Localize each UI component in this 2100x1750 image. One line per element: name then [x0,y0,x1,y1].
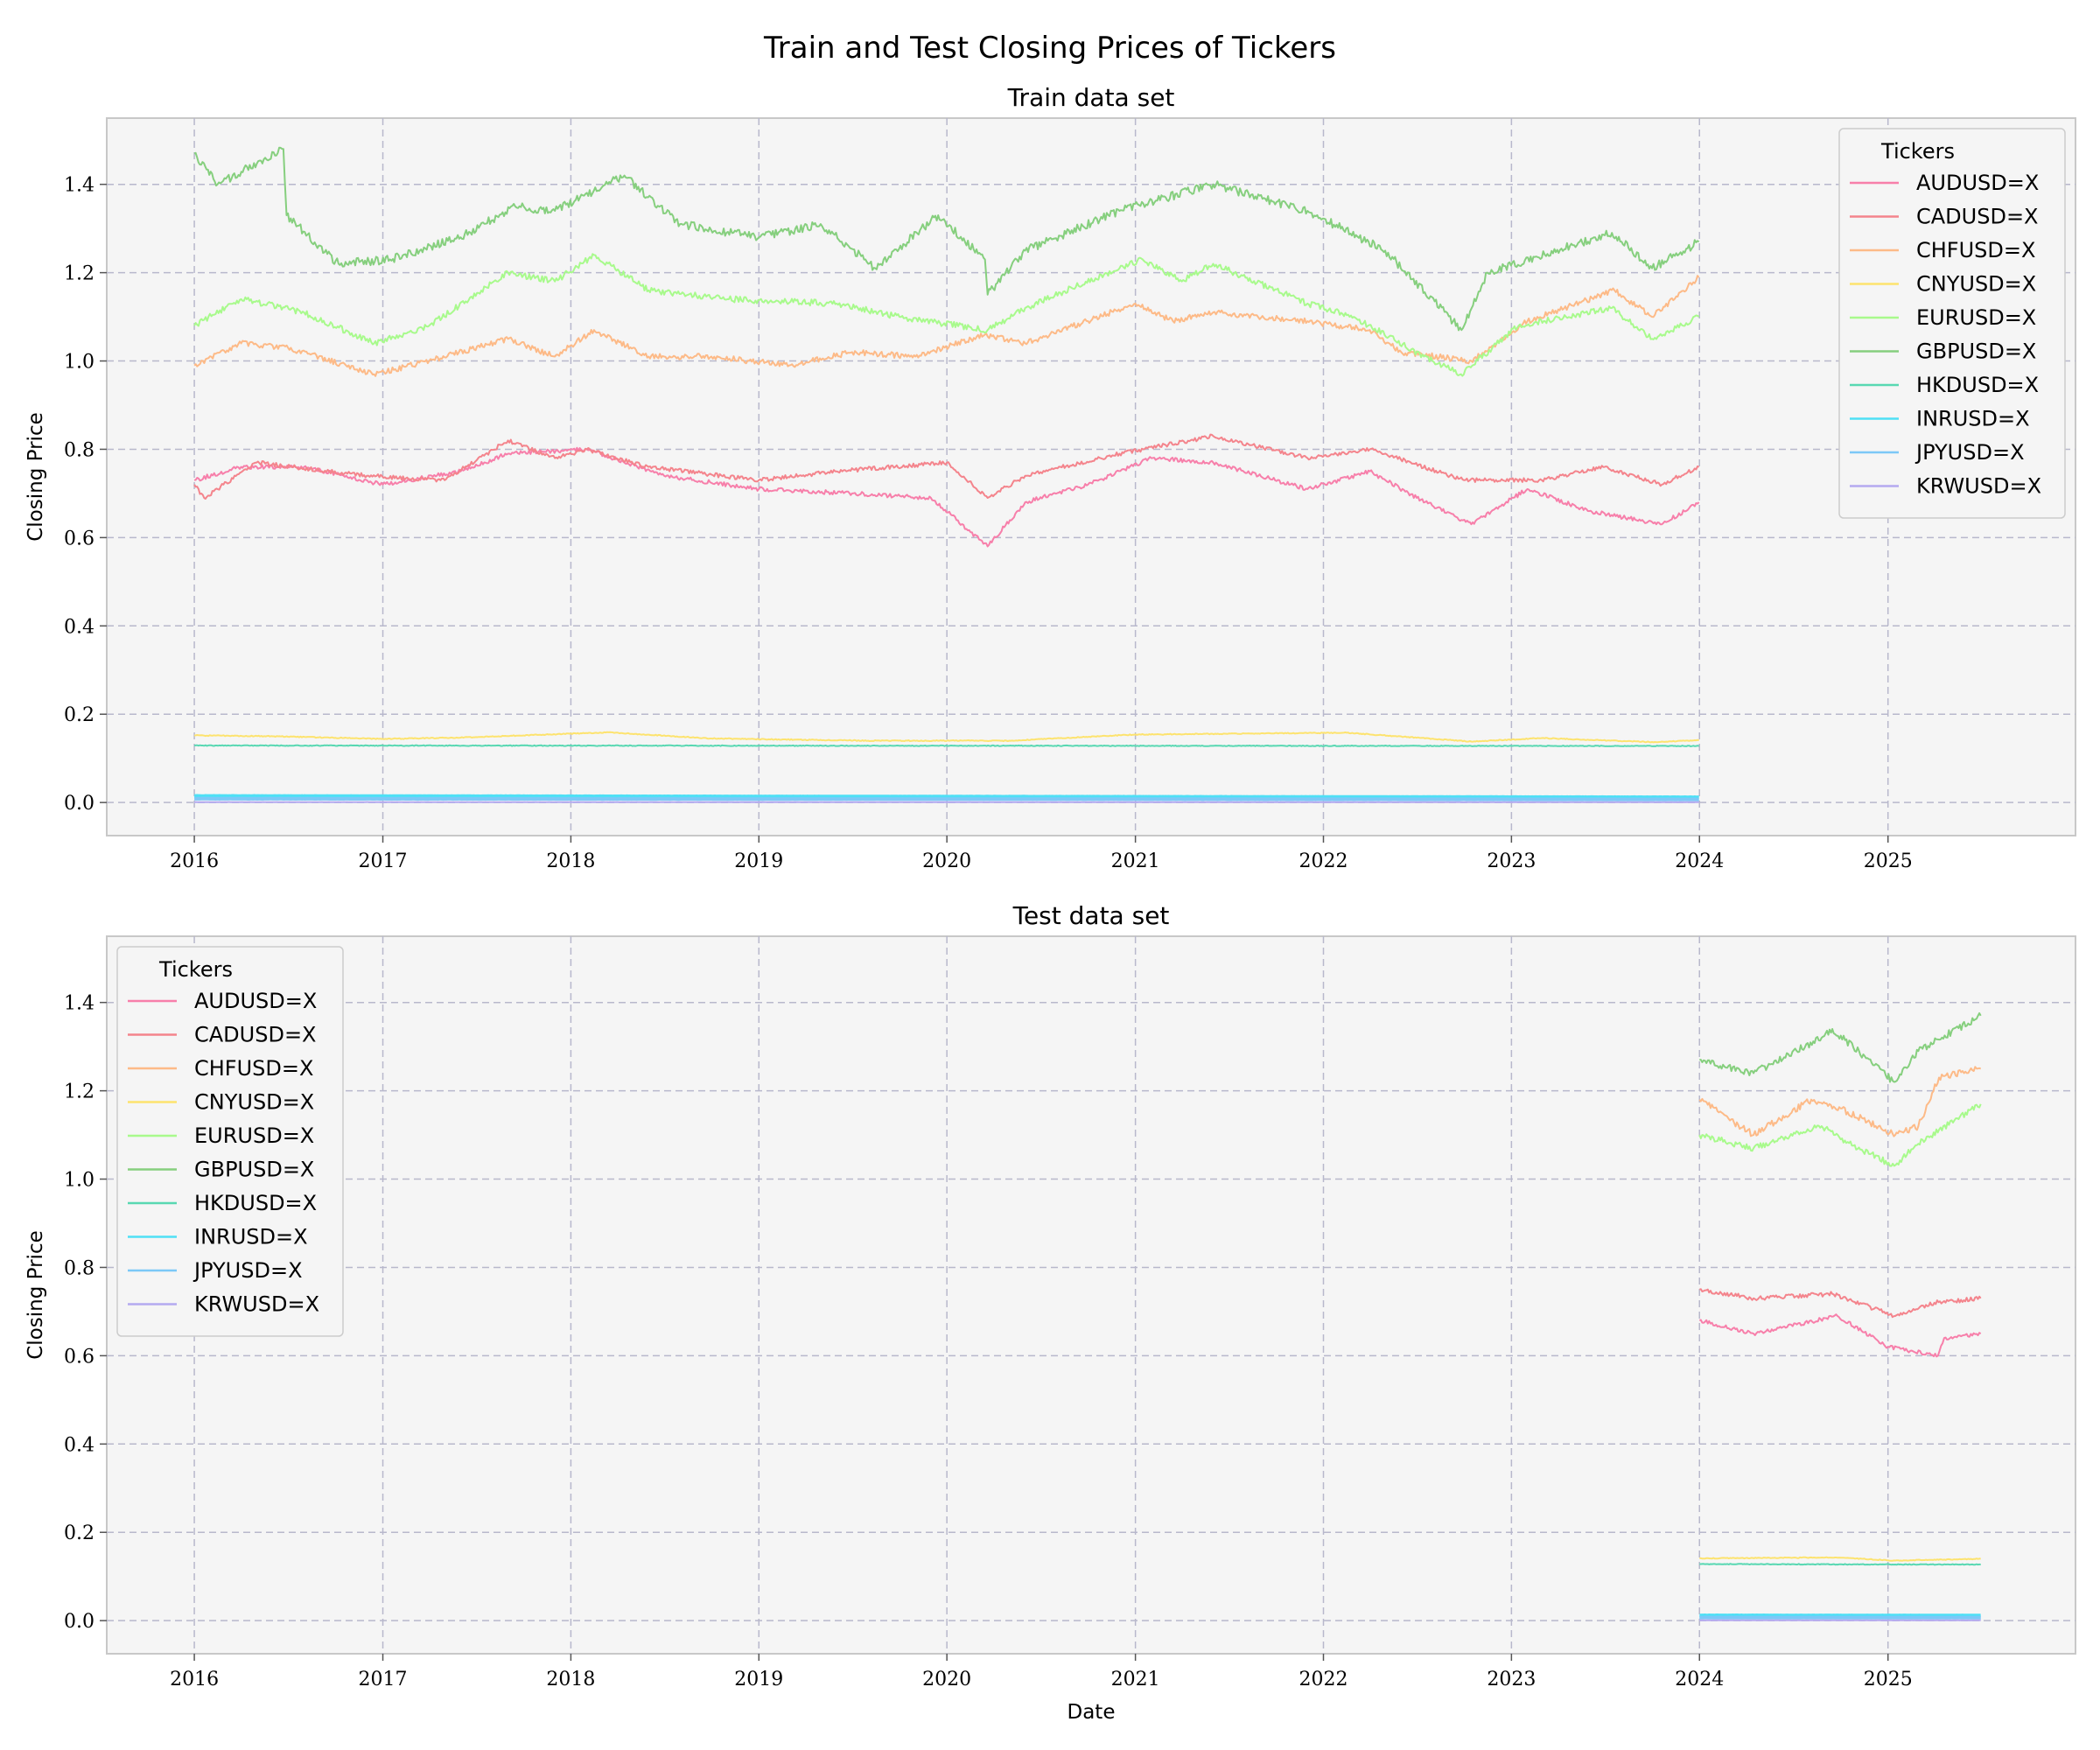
legend-label: KRWUSD=X [1916,474,2041,499]
legend-label: CHFUSD=X [194,1056,313,1081]
legend-label: GBPUSD=X [1916,340,2036,364]
legend-label: CADUSD=X [194,1023,317,1047]
x-tick-label: 2017 [359,850,408,872]
plot-area [106,117,2076,836]
series-line-gbpusd-x [1699,1012,1982,1083]
x-tick-label: 2023 [1487,1669,1536,1690]
y-tick-label: 0.0 [64,1611,94,1633]
y-tick-label: 1.0 [64,1170,94,1192]
y-tick-label: 1.2 [64,263,94,285]
legend-label: AUDUSD=X [194,989,317,1013]
series-line-eurusd-x [1698,1103,1982,1167]
x-tick-label: 2023 [1487,850,1536,872]
y-tick-label: 0.6 [64,1346,94,1368]
series-line-cadusd-x [1699,1288,1982,1319]
legend-label: EURUSD=X [194,1124,314,1148]
plot-area [106,935,2076,1655]
series-line-audusd-x [193,446,1700,548]
series-line-chfusd-x [1698,1066,1982,1138]
x-tick-label: 2018 [546,1669,595,1690]
x-tick-label: 2022 [1299,850,1348,872]
series-line-eurusd-x [193,253,1700,377]
y-tick-label: 0.8 [64,439,94,461]
legend-label: CNYUSD=X [194,1090,314,1115]
x-tick-label: 2021 [1111,850,1160,872]
legend: Tickers AUDUSD=X CADUSD=X CHFUSD=X CNYUSD=X E… [116,946,344,1337]
y-tick-label: 0.2 [64,704,94,726]
y-tick-label: 0.0 [64,793,94,815]
train-panel: Train data set 2016 2017 2018 2019 2020 2021 20… [24,83,2076,872]
y-tick-label: 1.4 [64,175,94,197]
y-tick-label: 0.4 [64,616,94,638]
x-tick-label: 2021 [1111,1669,1160,1690]
legend-label: HKDUSD=X [1916,373,2039,397]
x-tick-label: 2016 [170,1669,219,1690]
legend-label: JPYUSD=X [1914,440,2025,465]
series-line-chfusd-x [193,275,1700,377]
y-tick-label: 1.2 [64,1082,94,1103]
panel-title: Train data set [1007,83,1175,112]
x-tick-label: 2019 [734,850,783,872]
series-line-cnyusd-x [1699,1556,1981,1562]
series-lines [193,146,1700,803]
test-panel: Test data set 2016 2017 2018 2019 2020 2021 202… [24,901,2076,1724]
x-tick-label: 2019 [734,1669,783,1690]
series-line-audusd-x [1698,1313,1982,1358]
legend-title: Tickers [1880,139,1955,164]
y-tick-label: 0.6 [64,528,94,550]
legend-label: CHFUSD=X [1916,238,2035,262]
legend-box [1838,128,2066,519]
x-tick-label: 2016 [170,850,219,872]
y-tick-label: 1.0 [64,352,94,374]
series-line-cadusd-x [193,433,1700,500]
x-tick-label: 2020 [922,1669,971,1690]
series-line-cnyusd-x [194,731,1699,744]
series-line-jpyusd-x [193,796,1700,802]
legend-title: Tickers [158,957,233,982]
legend-label: KRWUSD=X [194,1292,319,1317]
x-tick-label: 2022 [1299,1669,1348,1690]
x-tick-label: 2025 [1864,1669,1913,1690]
figure-title: Train and Test Closing Prices of Tickers [763,31,1336,66]
series-line-inrusd-x [193,794,1700,800]
x-tick-label: 2017 [359,1669,408,1690]
y-tick-label: 0.2 [64,1522,94,1544]
series-line-gbpusd-x [193,146,1700,332]
legend: Tickers AUDUSD=X CADUSD=X CHFUSD=X CNYUSD=X E… [1838,128,2066,519]
legend-label: CNYUSD=X [1916,272,2036,297]
legend-box [116,946,344,1337]
legend-label: GBPUSD=X [194,1158,314,1182]
x-tick-label: 2025 [1864,850,1913,872]
legend-label: JPYUSD=X [192,1258,303,1283]
y-axis-label: Closing Price [24,412,47,542]
y-tick-label: 1.4 [64,993,94,1015]
y-axis-label: Closing Price [24,1230,47,1360]
x-tick-label: 2020 [922,850,971,872]
legend-label: CADUSD=X [1916,205,2039,229]
legend-label: EURUSD=X [1916,305,2036,330]
x-tick-label: 2024 [1675,1669,1724,1690]
x-axis-label: Date [1068,1701,1116,1724]
panel-title: Test data set [1012,901,1170,930]
y-tick-label: 0.4 [64,1434,94,1456]
legend-label: AUDUSD=X [1916,171,2039,195]
x-tick-label: 2018 [546,850,595,872]
y-tick-label: 0.8 [64,1257,94,1279]
legend-label: INRUSD=X [194,1225,308,1250]
legend-label: HKDUSD=X [194,1191,317,1215]
legend-label: INRUSD=X [1916,407,2030,431]
series-lines [1698,1012,1982,1621]
x-tick-label: 2024 [1675,850,1724,872]
